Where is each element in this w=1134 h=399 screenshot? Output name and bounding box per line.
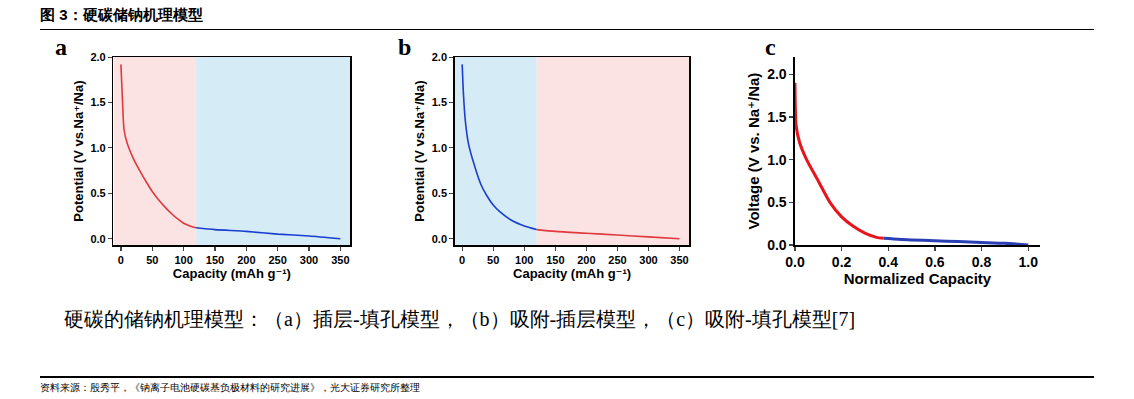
svg-text:0.0: 0.0 (767, 237, 787, 253)
svg-text:1.5: 1.5 (90, 96, 105, 108)
svg-text:350: 350 (331, 254, 349, 266)
svg-text:Potential (V vs.Na⁺/Na): Potential (V vs.Na⁺/Na) (71, 80, 86, 221)
svg-text:250: 250 (608, 254, 626, 266)
html-text:资料来源：殷秀平，《钠离子电池硬碳基负极材料的研究进展》，光: 资料来源：殷秀平，《钠离子电池硬碳基负极材料的研究进展》，光大证券研究所整理 (40, 382, 420, 393)
svg-text:1.0: 1.0 (90, 142, 105, 154)
svg-text:1.5: 1.5 (432, 96, 447, 108)
svg-text:0: 0 (459, 254, 465, 266)
svg-text:0.4: 0.4 (879, 254, 899, 270)
svg-text:50: 50 (146, 254, 158, 266)
svg-text:0.6: 0.6 (925, 254, 945, 270)
svg-text:1.5: 1.5 (767, 109, 787, 125)
svg-text:0.8: 0.8 (972, 254, 992, 270)
html-text:b: b (398, 34, 412, 60)
svg-text:Voltage (V vs. Na⁺/Na): Voltage (V vs. Na⁺/Na) (745, 73, 762, 230)
svg-text:1.0: 1.0 (1018, 254, 1038, 270)
svg-text:Capacity (mAh g⁻¹): Capacity (mAh g⁻¹) (173, 266, 291, 281)
svg-text:350: 350 (670, 254, 688, 266)
html-text:c: c (765, 34, 776, 60)
svg-text:200: 200 (577, 254, 595, 266)
svg-text:0.0: 0.0 (90, 233, 105, 245)
svg-text:300: 300 (300, 254, 318, 266)
svg-text:1.0: 1.0 (432, 142, 447, 154)
svg-text:300: 300 (639, 254, 657, 266)
svg-text:100: 100 (515, 254, 533, 266)
svg-text:0: 0 (118, 254, 124, 266)
svg-text:1.0: 1.0 (767, 152, 787, 168)
html-text:图 3：硬碳储钠机理模型: 图 3：硬碳储钠机理模型 (40, 6, 203, 23)
svg-text:200: 200 (237, 254, 255, 266)
svg-text:0.0: 0.0 (785, 254, 805, 270)
svg-text:150: 150 (546, 254, 564, 266)
svg-text:0.5: 0.5 (432, 187, 447, 199)
svg-text:2.0: 2.0 (90, 51, 105, 63)
svg-text:0.0: 0.0 (432, 233, 447, 245)
svg-text:0.5: 0.5 (90, 187, 105, 199)
svg-text:100: 100 (174, 254, 192, 266)
svg-text:Capacity (mAh g⁻¹): Capacity (mAh g⁻¹) (513, 266, 631, 281)
svg-text:50: 50 (487, 254, 499, 266)
svg-text:150: 150 (206, 254, 224, 266)
svg-text:2.0: 2.0 (767, 66, 787, 82)
svg-text:0.5: 0.5 (767, 194, 787, 210)
svg-text:Potential (V vs.Na⁺/Na): Potential (V vs.Na⁺/Na) (412, 80, 427, 221)
html-text:硬碳的储钠机理模型：（a）插层-填孔模型，（b）吸附-插层模: 硬碳的储钠机理模型：（a）插层-填孔模型，（b）吸附-插层模型，（c）吸附-填孔… (64, 308, 856, 330)
svg-text:Normalized Capacity: Normalized Capacity (844, 270, 992, 287)
svg-text:2.0: 2.0 (432, 51, 447, 63)
svg-text:0.2: 0.2 (832, 254, 852, 270)
html-text:a: a (55, 34, 67, 60)
svg-text:250: 250 (268, 254, 286, 266)
